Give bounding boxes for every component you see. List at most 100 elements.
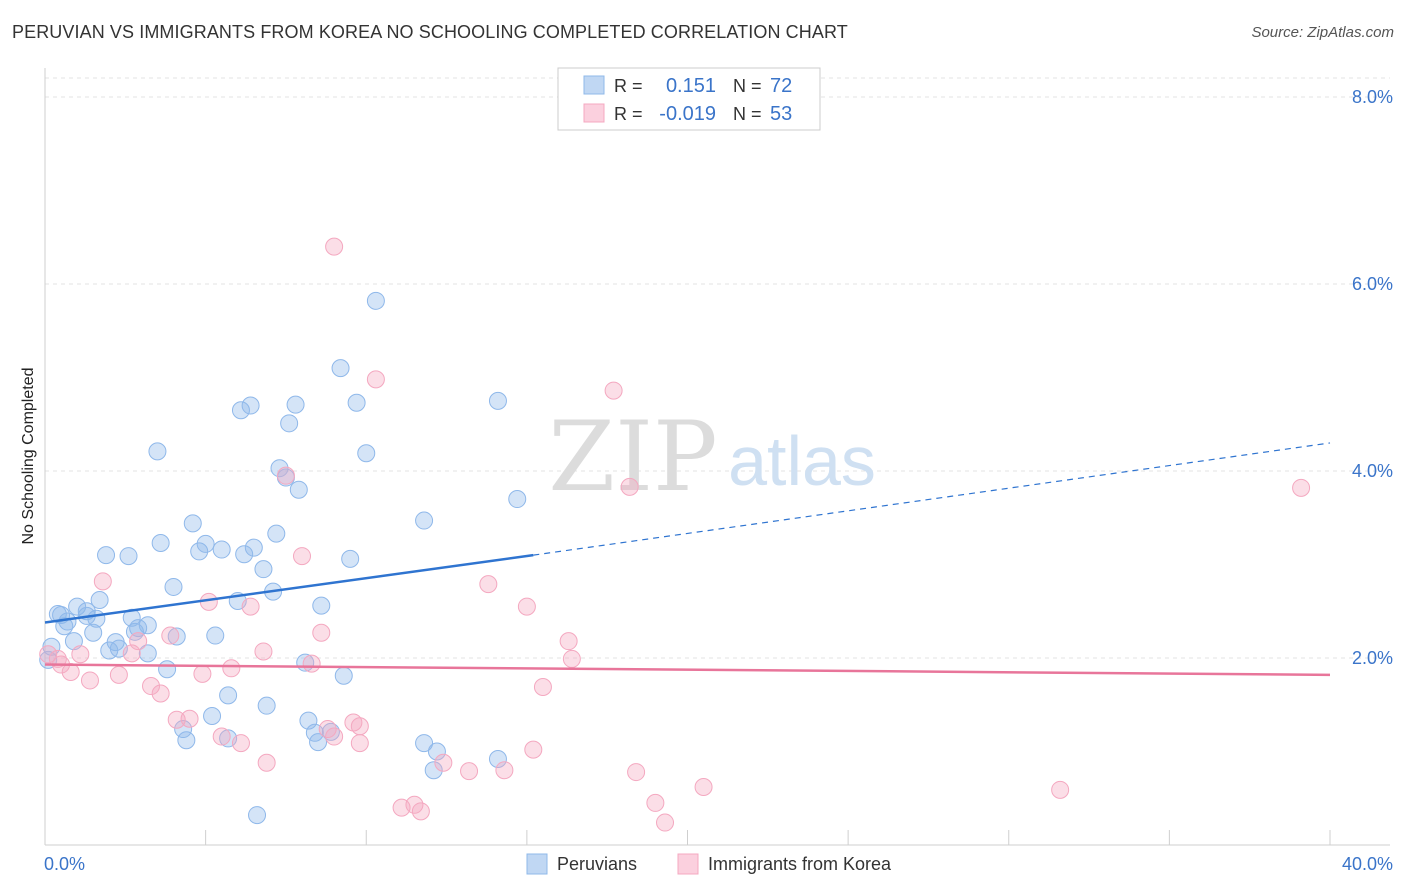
watermark-atlas: atlas — [728, 422, 876, 500]
point-peruvians — [366, 291, 385, 310]
point-peruvians — [138, 644, 157, 663]
point-peruvians — [289, 480, 308, 499]
point-korea — [325, 237, 344, 256]
point-peruvians — [183, 514, 202, 533]
point-korea — [167, 710, 186, 729]
point-korea — [48, 649, 67, 668]
point-peruvians — [151, 533, 170, 552]
stats-n-label-blue: N = — [733, 76, 762, 96]
point-korea — [80, 671, 99, 690]
x-tick-label-min: 0.0% — [44, 854, 85, 874]
point-peruvians — [309, 733, 328, 752]
point-peruvians — [241, 396, 260, 415]
point-korea — [151, 684, 170, 703]
stats-n-value-pink: 53 — [770, 103, 792, 125]
point-korea — [293, 547, 311, 566]
legend-label-korea: Immigrants from Korea — [708, 854, 892, 874]
point-korea — [434, 753, 453, 772]
point-peruvians — [267, 524, 286, 543]
trend-line-peruvians — [44, 553, 534, 624]
point-korea — [161, 626, 180, 645]
stats-n-value-blue: 72 — [770, 75, 792, 97]
data-points — [39, 237, 1311, 832]
point-peruvians — [219, 686, 238, 705]
point-peruvians — [427, 742, 446, 761]
point-peruvians — [248, 806, 267, 825]
point-korea — [93, 572, 112, 591]
point-peruvians — [254, 560, 273, 579]
point-korea — [562, 649, 581, 668]
point-peruvians — [312, 596, 331, 615]
point-peruvians — [68, 597, 87, 616]
y-tick-label: 8.0% — [1352, 87, 1393, 107]
point-peruvians — [177, 731, 196, 750]
point-peruvians — [286, 395, 305, 414]
point-korea — [350, 734, 369, 753]
y-tick-labels: 2.0% 4.0% 6.0% 8.0% — [1352, 87, 1393, 668]
point-korea — [405, 795, 424, 814]
watermark: ZIP atlas — [548, 401, 876, 513]
stats-r-value-pink: -0.019 — [659, 103, 716, 125]
y-tick-label: 2.0% — [1352, 648, 1393, 668]
gridlines — [45, 77, 1390, 659]
point-korea — [627, 763, 646, 782]
point-korea — [1051, 780, 1070, 799]
point-korea — [302, 654, 321, 673]
point-korea — [646, 793, 665, 812]
point-peruvians — [64, 632, 83, 651]
point-peruvians — [100, 641, 119, 660]
point-peruvians — [97, 546, 116, 565]
chart-title: PERUVIAN VS IMMIGRANTS FROM KOREA NO SCH… — [12, 22, 848, 42]
point-korea — [460, 762, 479, 781]
point-korea — [109, 665, 128, 684]
point-peruvians — [424, 761, 443, 780]
legend-swatch-peruvians — [526, 853, 548, 875]
point-peruvians — [203, 706, 222, 725]
point-peruvians — [488, 749, 507, 768]
point-peruvians — [158, 660, 177, 679]
stats-n-label-pink: N = — [733, 104, 762, 124]
stats-r-value-blue: 0.151 — [666, 75, 716, 97]
point-korea — [366, 370, 385, 389]
legend: Peruvians Immigrants from Korea — [526, 853, 892, 875]
point-peruvians — [58, 612, 77, 631]
stats-box: R = 0.151 N = 72 R = -0.019 N = 53 — [557, 67, 821, 131]
point-peruvians — [231, 401, 250, 420]
point-peruvians — [190, 542, 209, 561]
point-korea — [193, 664, 212, 683]
trend-line-peruvians-extension — [533, 442, 1331, 556]
point-peruvians — [415, 734, 434, 753]
point-korea — [620, 477, 639, 496]
point-korea — [61, 663, 80, 682]
point-peruvians — [138, 616, 157, 635]
point-korea — [212, 727, 231, 746]
legend-swatch-korea — [677, 853, 699, 875]
point-korea — [257, 753, 276, 772]
point-korea — [656, 813, 675, 832]
point-peruvians — [331, 359, 350, 378]
point-korea — [479, 575, 498, 594]
point-korea — [495, 761, 514, 780]
point-korea — [231, 734, 250, 753]
point-peruvians — [415, 511, 434, 530]
watermark-zip: ZIP — [548, 401, 717, 513]
point-peruvians — [84, 623, 103, 642]
point-korea — [533, 677, 552, 696]
point-peruvians — [270, 459, 289, 478]
point-peruvians — [508, 490, 527, 509]
point-korea — [517, 597, 536, 616]
point-peruvians — [119, 547, 138, 566]
point-peruvians — [347, 393, 366, 412]
x-tick-labels: 0.0% 40.0% — [44, 854, 1393, 874]
x-tick-label-max: 40.0% — [1342, 854, 1393, 874]
stats-swatch-pink — [583, 103, 605, 123]
trend-line-korea — [44, 663, 1331, 677]
y-tick-label: 4.0% — [1352, 461, 1393, 481]
x-tick-marks — [205, 830, 1331, 845]
point-peruvians — [488, 391, 507, 410]
legend-label-peruvians: Peruvians — [557, 854, 637, 874]
point-peruvians — [244, 538, 263, 557]
trend-lines — [44, 442, 1331, 677]
point-korea — [129, 632, 148, 651]
